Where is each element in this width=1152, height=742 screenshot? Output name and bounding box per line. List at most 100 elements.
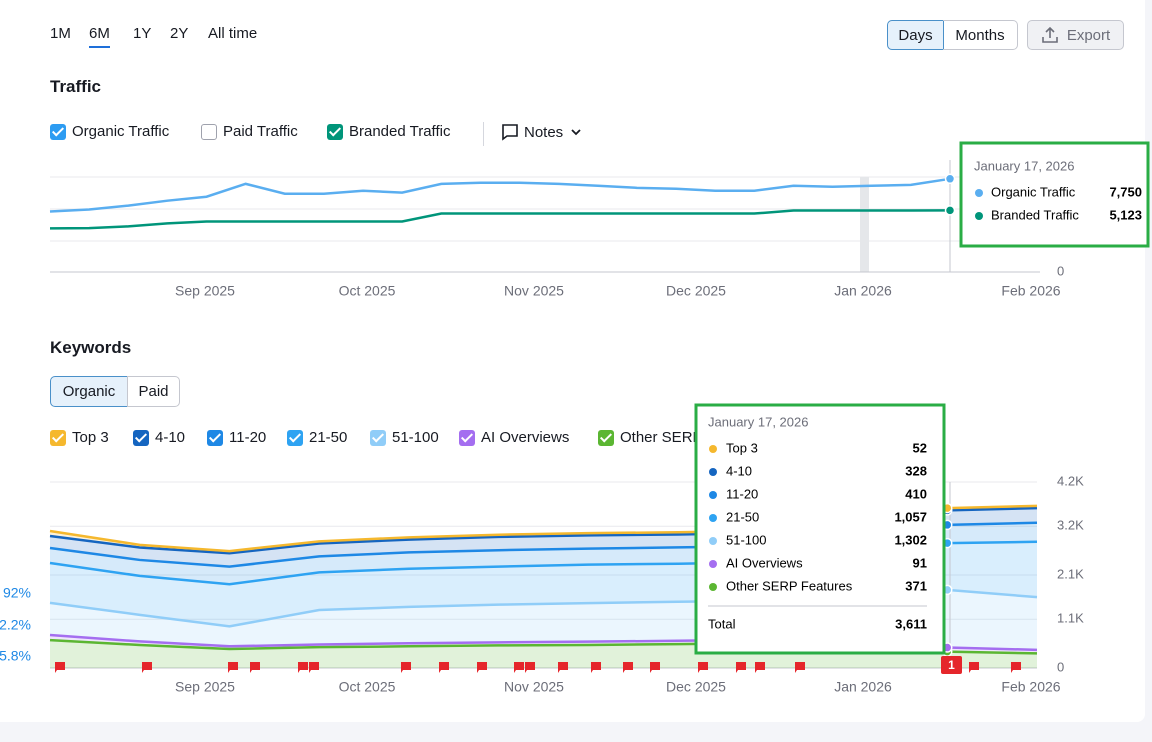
- hover-dot: [942, 642, 953, 653]
- note-flag: [1011, 662, 1021, 673]
- y-tick-label: 1.1K: [1057, 611, 1084, 626]
- x-tick-label: Oct 2025: [339, 679, 396, 695]
- note-flag: [736, 662, 746, 673]
- x-tick-label: Oct 2025: [339, 283, 396, 299]
- export-icon: [1042, 26, 1058, 43]
- legend-label: Other SERP Features: [620, 429, 766, 446]
- card: [0, 0, 1145, 722]
- legend-item[interactable]: 51-100: [370, 429, 439, 447]
- x-tick-label: Sep 2025: [175, 679, 235, 695]
- y-tick-label: 3.2K: [1057, 518, 1084, 533]
- note-flag: [795, 662, 805, 673]
- hover-dot: [942, 584, 953, 596]
- legend-item[interactable]: Top 3: [50, 429, 109, 447]
- filter-label: Branded Traffic: [349, 123, 451, 140]
- notes-dropdown[interactable]: Notes: [501, 123, 583, 141]
- period-tab[interactable]: 1Y: [133, 25, 152, 42]
- notes-icon: [502, 124, 518, 141]
- note-flag: [755, 662, 765, 673]
- legend-label: 4-10: [155, 429, 186, 446]
- organic-button[interactable]: Organic: [50, 376, 128, 407]
- checkbox[interactable]: [50, 124, 66, 141]
- filter[interactable]: Paid Traffic: [201, 123, 298, 141]
- note-flag: [650, 662, 660, 673]
- legend-item[interactable]: 4-10: [133, 429, 186, 447]
- filter[interactable]: Organic Traffic: [50, 123, 170, 141]
- note-badge-count: 1: [948, 658, 955, 672]
- note-flag: [698, 662, 708, 673]
- checkbox[interactable]: [327, 124, 343, 141]
- note-flag: [514, 662, 524, 673]
- period-tab[interactable]: 2Y: [170, 25, 189, 42]
- legend-item[interactable]: AI Overviews: [459, 429, 570, 447]
- y-tick-label: 4.2K: [1057, 473, 1084, 488]
- legend-item[interactable]: Other SERP Features: [598, 429, 766, 447]
- y-tick-label: 0: [1057, 263, 1064, 278]
- hover-dot: [942, 502, 953, 514]
- x-tick-label: Dec 2025: [666, 283, 726, 299]
- y-tick-label: 0: [1057, 659, 1064, 674]
- hover-dot: [944, 173, 956, 185]
- note-flag: [228, 662, 238, 673]
- checkbox[interactable]: [598, 430, 614, 447]
- filter[interactable]: Branded Traffic: [327, 123, 451, 141]
- legend-label: 11-20: [229, 429, 267, 446]
- legend-label: AI Overviews: [481, 429, 570, 446]
- checkbox[interactable]: [133, 430, 149, 447]
- note-flag: [525, 662, 535, 673]
- checkbox[interactable]: [459, 430, 475, 447]
- chevron: [571, 129, 581, 136]
- x-tick-label: Feb 2026: [1001, 679, 1060, 695]
- note-badge: [941, 656, 962, 674]
- hover-dot: [942, 519, 953, 531]
- section-title: Traffic: [50, 77, 102, 96]
- period-tab[interactable]: All time: [208, 25, 258, 42]
- left-axis-label: 2.2%: [0, 617, 31, 633]
- months-button[interactable]: Months: [943, 20, 1018, 50]
- note-flag: [250, 662, 260, 673]
- traffic-line: [49, 177, 951, 213]
- note-flag: [558, 662, 568, 673]
- note-flag: [298, 662, 308, 673]
- checkbox[interactable]: [50, 430, 66, 447]
- hover-dot: [942, 537, 953, 549]
- legend-item[interactable]: 11-20: [207, 429, 267, 447]
- filter-label: Organic Traffic: [72, 123, 170, 140]
- checkbox[interactable]: [207, 430, 223, 447]
- legend-item[interactable]: 21-50: [287, 429, 348, 447]
- legend-label: 51-100: [392, 429, 439, 446]
- legend-label: 21-50: [309, 429, 348, 446]
- export-label: Export: [1066, 26, 1111, 44]
- traffic-line: [49, 209, 951, 230]
- x-tick-label: Dec 2025: [666, 679, 726, 695]
- note-flag: [401, 662, 411, 673]
- x-tick-label: Jan 2026: [834, 679, 892, 695]
- legend-label: Top 3: [72, 429, 109, 446]
- keyword-area: [50, 522, 1037, 585]
- section-title: Keywords: [50, 338, 132, 357]
- paid-button[interactable]: Paid: [127, 376, 180, 407]
- left-axis-label: 92%: [3, 585, 31, 601]
- days-button[interactable]: Days: [887, 20, 944, 50]
- note-flag: [623, 662, 633, 673]
- note-flag: [477, 662, 487, 673]
- y-tick-label: 2.1K: [1057, 566, 1084, 581]
- period-tab[interactable]: 1M: [50, 25, 71, 42]
- checkbox[interactable]: [287, 430, 303, 447]
- hover-dot: [944, 205, 956, 216]
- x-tick-label: Jan 2026: [834, 283, 892, 299]
- left-axis-label: 5.8%: [0, 648, 31, 664]
- note-flag: [142, 662, 152, 673]
- x-tick-label: Nov 2025: [504, 283, 564, 299]
- checkbox[interactable]: [370, 430, 386, 447]
- checkbox[interactable]: [201, 124, 217, 141]
- note-flag: [309, 662, 319, 673]
- note-flag: [55, 662, 65, 673]
- note-flag: [591, 662, 601, 673]
- note-flag: [969, 662, 979, 673]
- period-tab[interactable]: 6M: [89, 25, 110, 48]
- x-tick-label: Nov 2025: [504, 679, 564, 695]
- export-button[interactable]: Export: [1027, 20, 1124, 50]
- period-band: [860, 177, 869, 272]
